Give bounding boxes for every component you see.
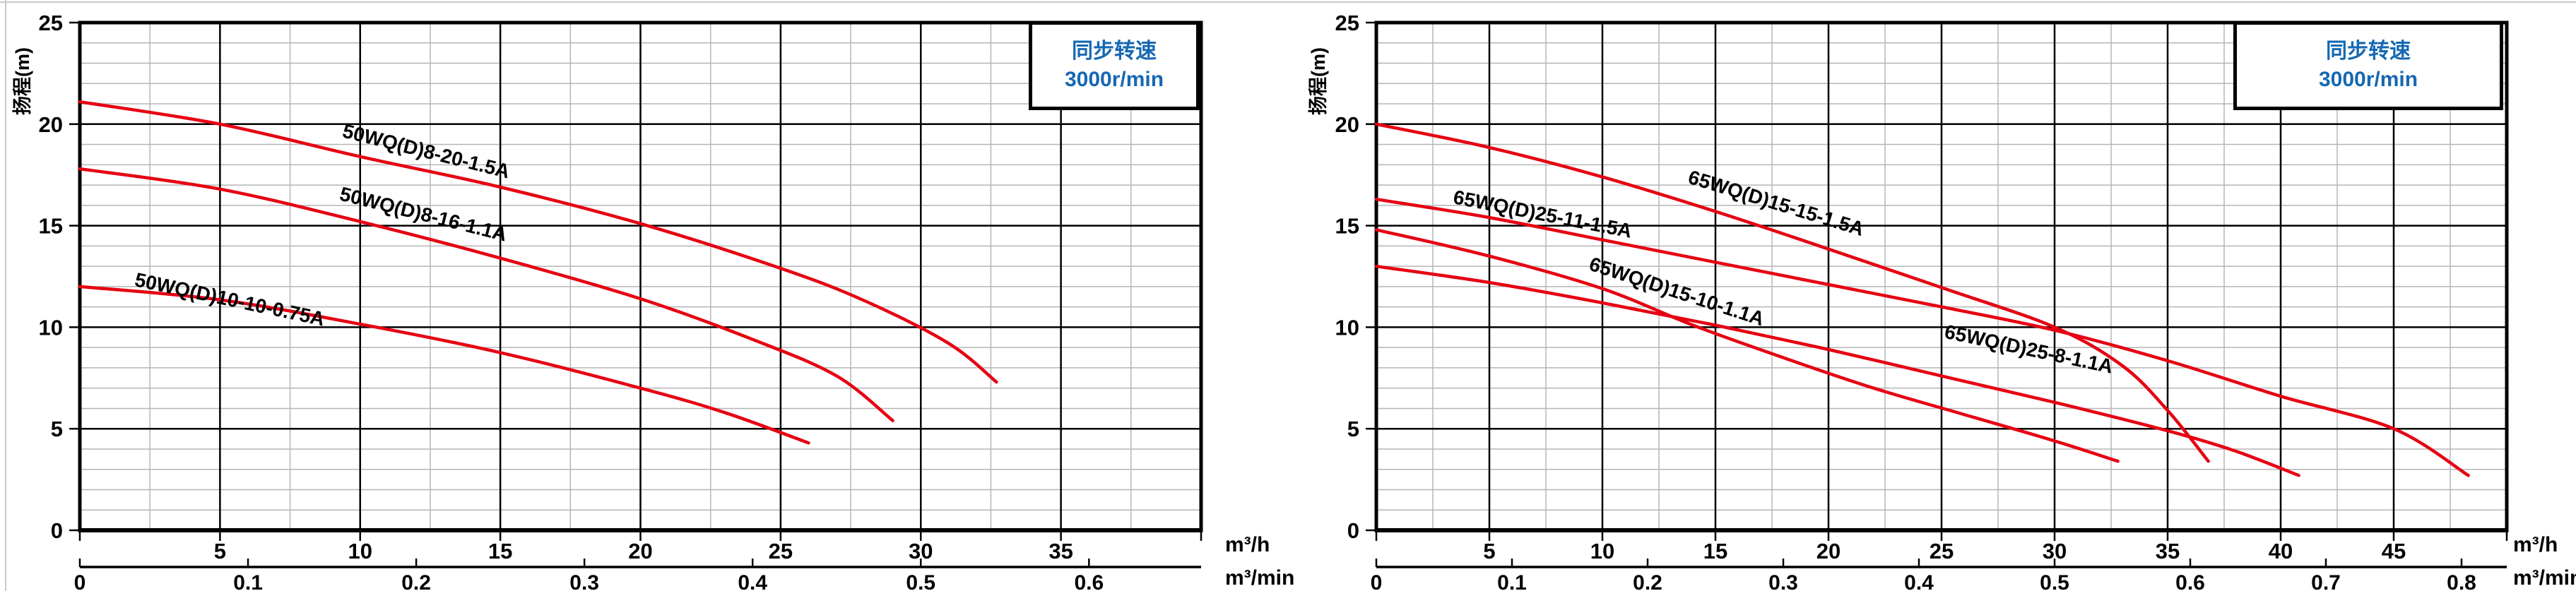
- pump-curve-label: 65WQ(D)15-15-1.5A: [1686, 166, 1867, 240]
- secondary-axis-tick-label: 0.6: [2175, 571, 2205, 591]
- secondary-axis-tick-label: 0.6: [1074, 571, 1104, 591]
- secondary-axis-tick-label: 0.4: [1904, 571, 1934, 591]
- pump-curve: [1374, 197, 2470, 477]
- y-axis-tick-label: 5: [1347, 417, 1359, 441]
- secondary-axis-tick-label: 0.8: [2447, 571, 2476, 591]
- secondary-axis-tick-label: 0: [74, 571, 86, 591]
- secondary-axis-tick-label: 0.4: [738, 571, 767, 591]
- x-axis-tick-label: 35: [2156, 539, 2180, 563]
- left-chart-legend-box: 同步转速 3000r/min: [1029, 21, 1200, 110]
- y-axis-tick-label: 5: [51, 417, 63, 441]
- secondary-axis-tick-label: 0.3: [569, 571, 599, 591]
- x-axis-tick-label: 45: [2382, 539, 2406, 563]
- left-chart-y-axis-title: 扬程(m): [12, 47, 33, 115]
- secondary-axis-tick-label: 0.5: [906, 571, 935, 591]
- x-axis-tick-label: 25: [769, 539, 793, 563]
- legend-speed-caption: 同步转速: [2326, 40, 2411, 63]
- x-axis-tick-label: 10: [348, 539, 372, 563]
- legend-speed-value: 3000r/min: [1064, 68, 1164, 91]
- legend-speed-caption: 同步转速: [1072, 40, 1157, 63]
- right-chart-primary-unit: m³/h: [2513, 533, 2558, 556]
- x-axis-tick-label: 25: [1930, 539, 1954, 563]
- x-axis-tick-label: 20: [628, 539, 652, 563]
- x-axis-tick-label: 35: [1048, 539, 1073, 563]
- y-axis-tick-label: 15: [1335, 214, 1359, 239]
- pump-curve-label: 65WQ(D)25-8-1.1A: [1943, 321, 2115, 378]
- secondary-axis-tick-label: 0.1: [233, 571, 263, 591]
- page-frame-left: [5, 0, 6, 591]
- y-axis-tick-label: 0: [1347, 518, 1359, 543]
- y-axis-tick-label: 20: [39, 112, 63, 137]
- legend-speed-value: 3000r/min: [2318, 68, 2418, 91]
- x-axis-tick-label: 5: [1483, 539, 1495, 563]
- secondary-axis-tick-label: 0.1: [1497, 571, 1527, 591]
- secondary-axis-tick-label: 0.2: [1633, 571, 1662, 591]
- y-axis-tick-label: 0: [51, 518, 63, 543]
- x-axis-tick-label: 15: [1703, 539, 1727, 563]
- y-axis-tick-label: 25: [1335, 11, 1359, 35]
- y-axis-tick-label: 25: [39, 11, 63, 35]
- x-axis-tick-label: 5: [214, 539, 226, 563]
- page-frame-top: [0, 1, 2576, 3]
- x-axis-tick-label: 20: [1816, 539, 1841, 563]
- y-axis-tick-label: 20: [1335, 112, 1359, 137]
- pump-curve-label: 65WQ(D)25-11-1.5A: [1451, 186, 1633, 241]
- pump-curve-label: 50WQ(D)10-10-0.75A: [133, 268, 326, 330]
- pump-curve: [1374, 122, 2210, 463]
- secondary-axis-tick-label: 0.7: [2311, 571, 2341, 591]
- secondary-axis-tick-label: 0.5: [2040, 571, 2069, 591]
- pump-curve: [78, 167, 894, 422]
- x-axis-tick-label: 15: [488, 539, 512, 563]
- y-axis-tick-label: 10: [1335, 315, 1359, 340]
- pump-curve: [78, 285, 810, 445]
- secondary-axis-tick-label: 0.3: [1768, 571, 1798, 591]
- pump-curve-label: 50WQ(D)8-20-1.5A: [341, 120, 512, 183]
- left-chart-secondary-unit: m³/min: [1225, 566, 1295, 590]
- right-chart-y-axis-title: 扬程(m): [1308, 47, 1329, 115]
- y-axis-tick-label: 10: [39, 315, 63, 340]
- left-chart-primary-unit: m³/h: [1225, 533, 1270, 556]
- right-chart-legend-box: 同步转速 3000r/min: [2233, 21, 2503, 110]
- pump-curve: [78, 100, 998, 384]
- x-axis-tick-label: 40: [2269, 539, 2293, 563]
- secondary-axis-tick-label: 0: [1371, 571, 1383, 591]
- secondary-axis-tick-label: 0.2: [401, 571, 431, 591]
- x-axis-tick-label: 10: [1590, 539, 1614, 563]
- pump-curve: [1374, 228, 2120, 463]
- pump-curve: [1374, 264, 2300, 477]
- right-chart-secondary-unit: m³/min: [2513, 566, 2576, 590]
- y-axis-tick-label: 15: [39, 214, 63, 239]
